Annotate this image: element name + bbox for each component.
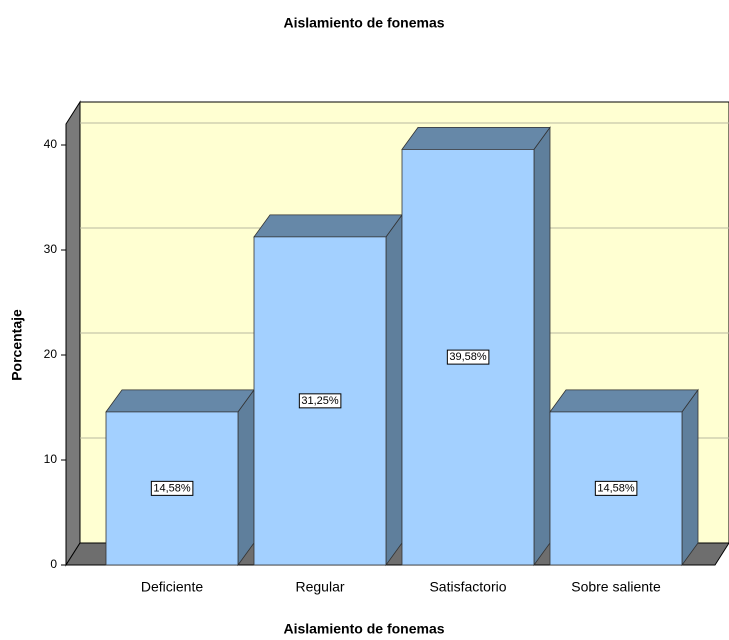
x-axis-label: Aislamiento de fonemas	[283, 621, 444, 637]
y-tick-label: 20	[44, 347, 58, 361]
x-tick-label: Regular	[295, 579, 344, 595]
bar-top	[549, 389, 699, 413]
value-label-box	[150, 480, 194, 496]
bar-group: 31,25%	[253, 213, 403, 567]
bar-side	[385, 213, 403, 567]
y-tick-label: 10	[44, 452, 58, 466]
y-tick-label: 0	[50, 557, 57, 571]
y-tick-label: 30	[44, 242, 58, 256]
value-label-box	[594, 480, 638, 496]
value-label-box	[298, 393, 342, 409]
bar-group: 39,58%	[401, 126, 551, 567]
bar-group: 14,58%	[105, 388, 255, 567]
value-label: 14,58%	[597, 482, 635, 494]
value-label: 31,25%	[301, 395, 339, 407]
bar-side	[237, 388, 255, 567]
x-tick-label: Deficiente	[141, 579, 203, 595]
bar-group: 14,58%	[549, 388, 699, 567]
y-axis-label: Porcentaje	[9, 309, 25, 381]
value-label-box	[446, 349, 490, 365]
bar-top	[253, 214, 403, 238]
y-tick-label: 40	[44, 137, 58, 151]
bar-top	[401, 127, 551, 150]
side-wall	[65, 100, 81, 567]
chart-title: Aislamiento de fonemas	[283, 15, 444, 31]
x-tick-label: Satisfactorio	[429, 579, 506, 595]
bar-side	[681, 388, 699, 567]
bar-top	[105, 389, 255, 413]
bar-side	[533, 126, 551, 567]
value-label: 39,58%	[449, 351, 487, 363]
value-label: 14,58%	[153, 482, 191, 494]
x-tick-label: Sobre saliente	[571, 579, 661, 595]
